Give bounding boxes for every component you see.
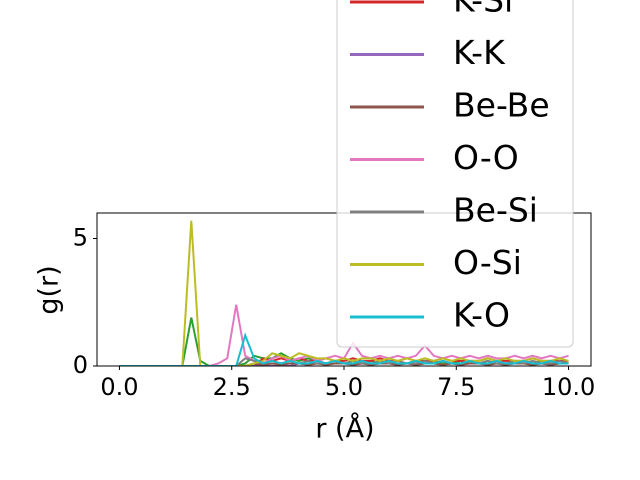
x-tick-label: 5.0 (325, 373, 363, 401)
legend-label: Be-Be (453, 86, 550, 125)
x-tick-label: 0.0 (100, 373, 138, 401)
y-tick-label: 5 (73, 224, 88, 252)
series-line (119, 332, 569, 366)
legend-label: K-Si (453, 0, 513, 20)
legend: K-Si K-K Be-Be O-O Be-Si O-Si K-O (336, 0, 574, 348)
legend-box (336, 0, 574, 348)
legend-label: K-K (453, 33, 506, 72)
legend-label: K-O (453, 296, 510, 335)
legend-label: O-Si (453, 243, 522, 282)
x-tick-label: 2.5 (213, 373, 251, 401)
y-tick-label: 0 (73, 351, 88, 379)
series-line (119, 220, 569, 366)
legend-label: Be-Si (453, 191, 538, 230)
x-tick-label: 7.5 (437, 373, 475, 401)
y-axis-label: g(r) (34, 265, 65, 314)
legend-label: O-O (453, 138, 519, 177)
x-axis-label: r (Å) (315, 413, 374, 445)
plot-lines (119, 220, 569, 366)
x-tick-label: 10.0 (542, 373, 595, 401)
